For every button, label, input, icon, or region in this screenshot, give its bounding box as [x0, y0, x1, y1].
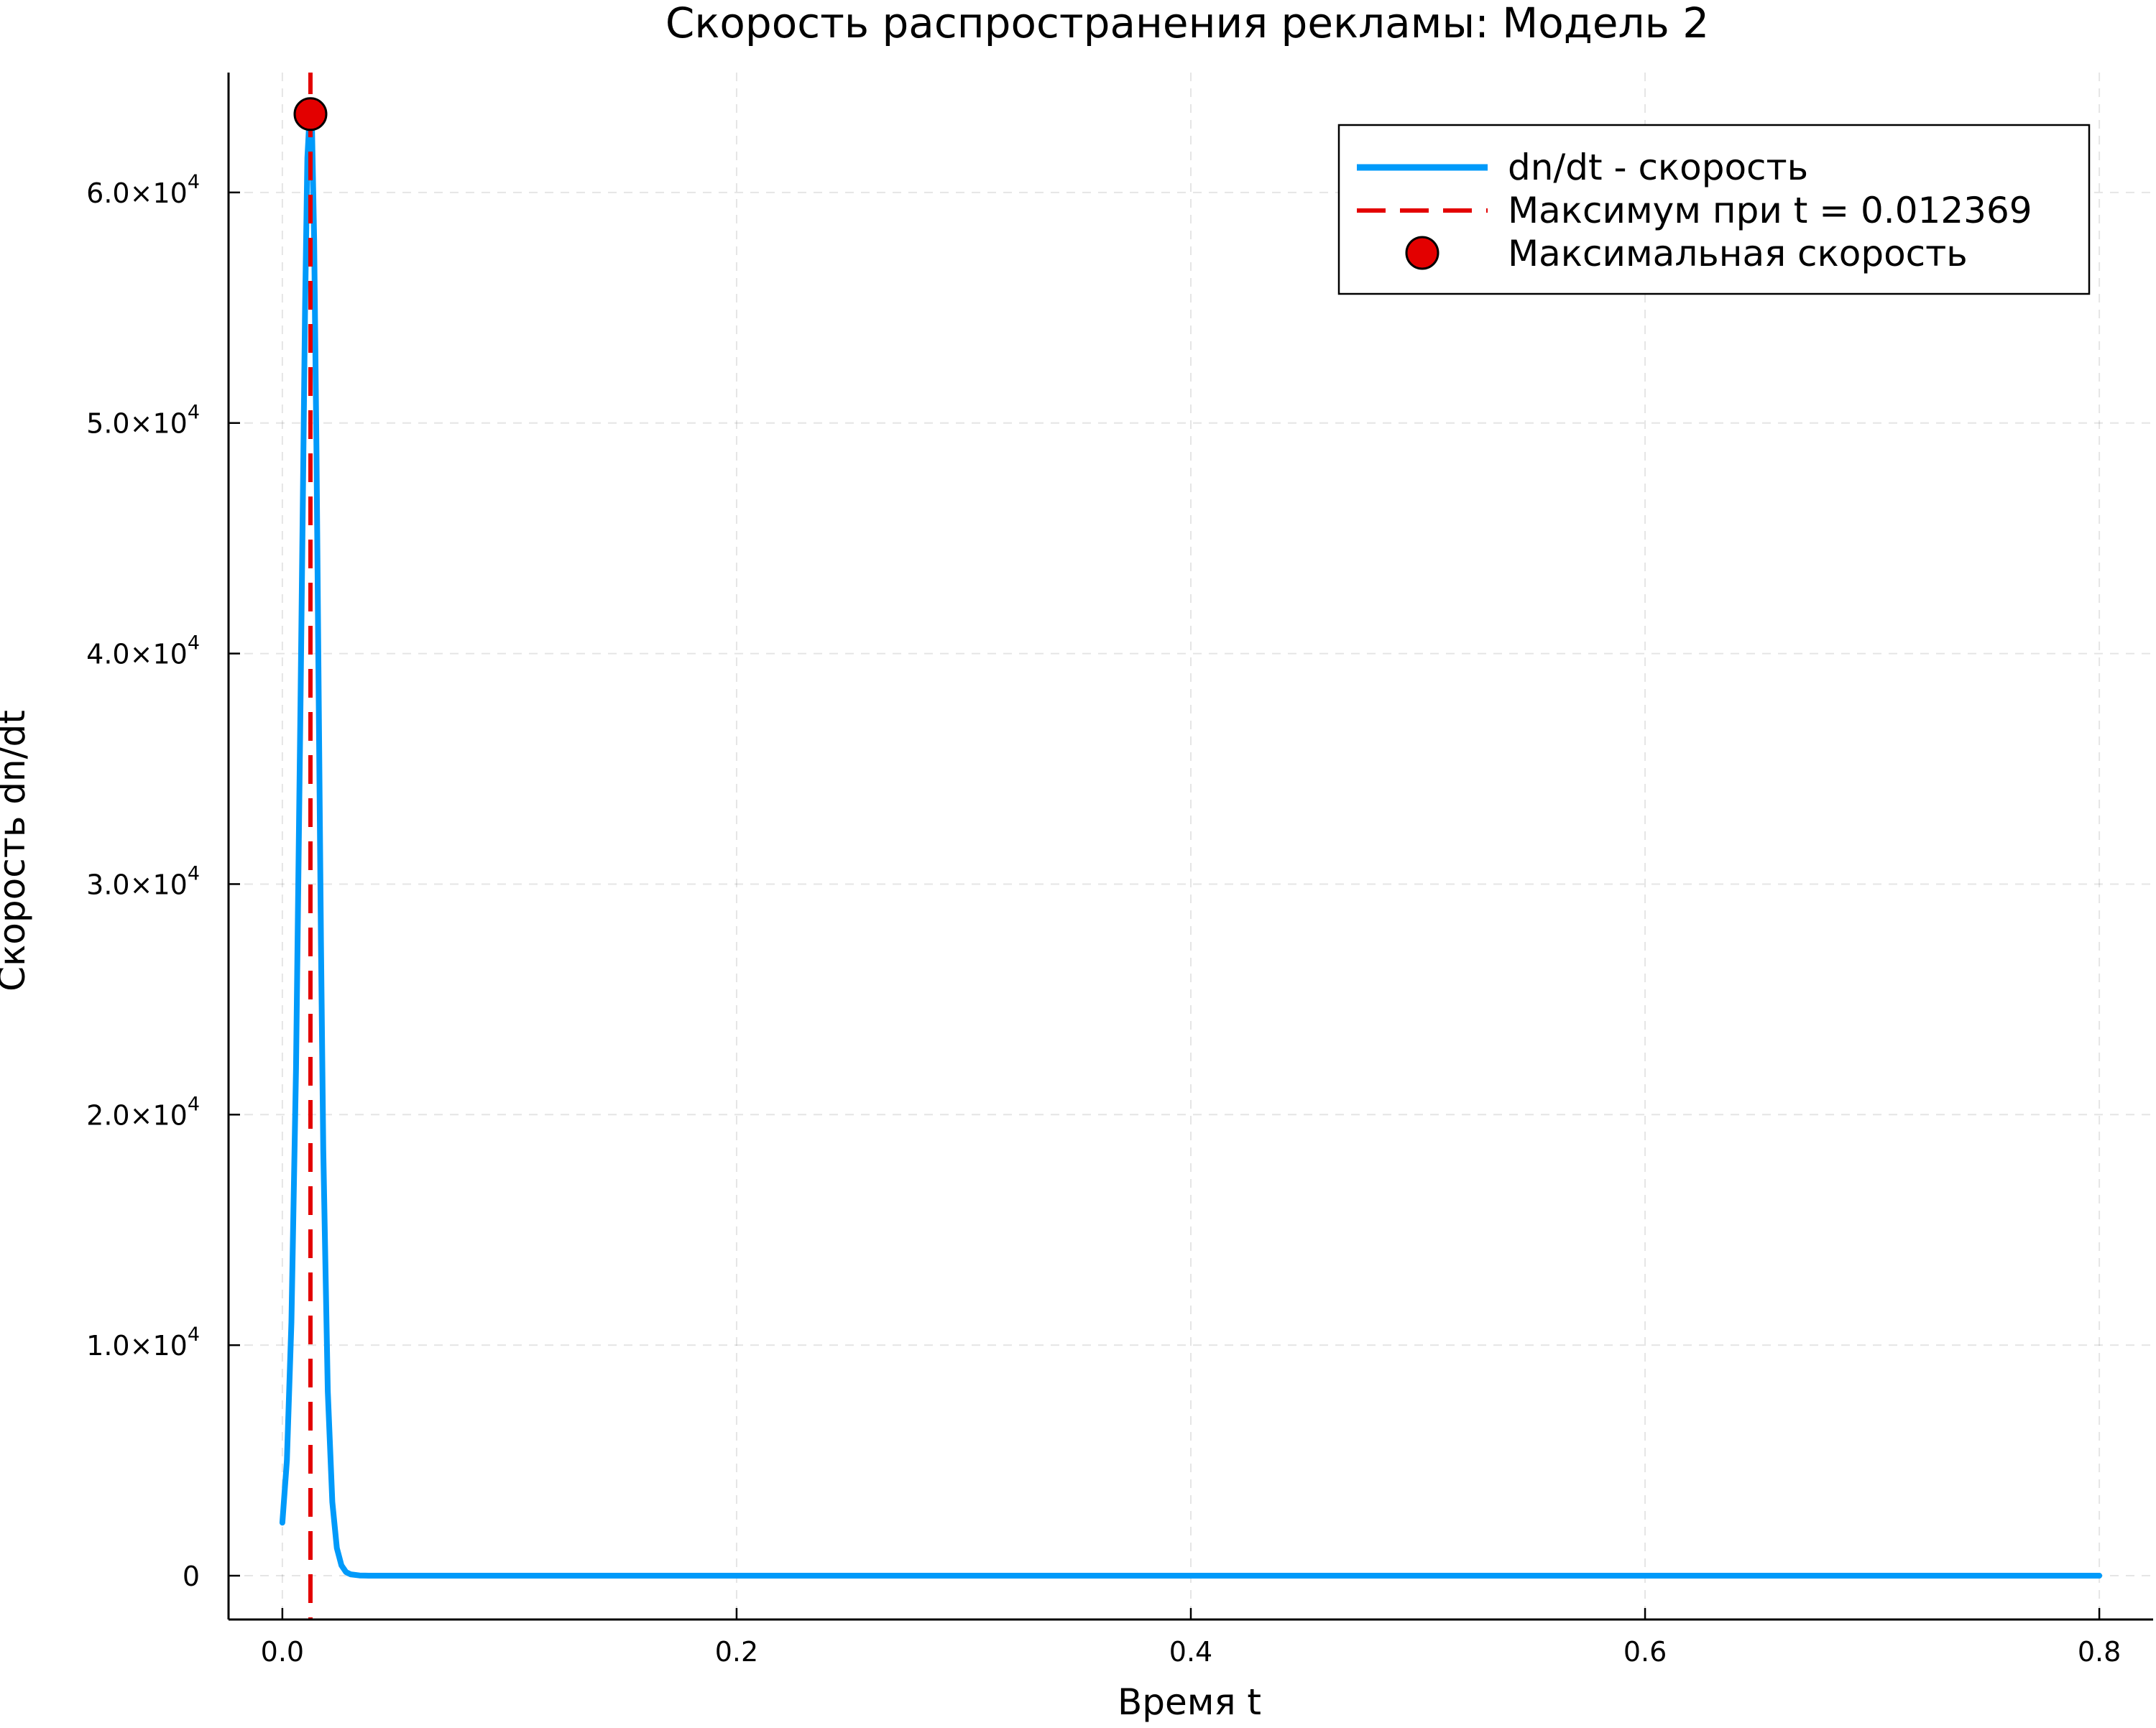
- x-axis-label: Время t: [1118, 1681, 1261, 1723]
- y-axis-ticks: 0 1.0×104 2.0×104 3.0×104 4.0×104 5.0×104 6.0×…: [86, 171, 240, 1592]
- x-tick-label: 0.8: [2078, 1636, 2121, 1668]
- legend-entry-max-line: Максимум при t = 0.012369: [1508, 190, 2032, 231]
- x-axis-ticks: 0.0 0.2 0.4 0.6 0.8: [261, 1608, 2121, 1668]
- series-layer: [279, 73, 2103, 1620]
- legend: dn/dt - скорость Максимум при t = 0.0123…: [1337, 124, 2091, 295]
- y-tick-label: 1.0×104: [86, 1323, 200, 1362]
- y-tick-label: 2.0×104: [86, 1093, 200, 1131]
- series-line-speed: [279, 111, 2103, 1579]
- y-axis-label: Скорость dn/dt: [0, 710, 33, 992]
- chart-title: Скорость распространения рекламы: Модель…: [665, 0, 1709, 47]
- y-tick-label: 5.0×104: [86, 402, 200, 440]
- y-tick-label: 3.0×104: [86, 862, 200, 900]
- y-tick-label: 0: [183, 1561, 200, 1592]
- series-max-point: [293, 97, 328, 131]
- legend-swatch-marker: [1405, 236, 1439, 270]
- y-tick-label: 6.0×104: [86, 171, 200, 209]
- y-tick-label: 4.0×104: [86, 632, 200, 670]
- x-tick-label: 0.4: [1169, 1636, 1212, 1668]
- x-tick-label: 0.2: [715, 1636, 758, 1668]
- x-tick-label: 0.6: [1623, 1636, 1667, 1668]
- legend-entry-speed: dn/dt - скорость: [1508, 147, 1808, 188]
- x-tick-label: 0.0: [261, 1636, 304, 1668]
- legend-entry-max-point: Максимальная скорость: [1508, 233, 1968, 274]
